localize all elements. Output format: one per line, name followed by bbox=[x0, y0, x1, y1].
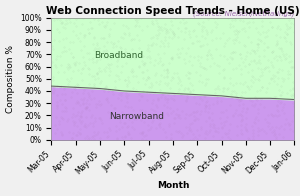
Title: Web Connection Speed Trends - Home (US): Web Connection Speed Trends - Home (US) bbox=[46, 5, 300, 15]
Text: Broadband: Broadband bbox=[94, 51, 143, 60]
Text: (Source: Nielsen/NetRatings): (Source: Nielsen/NetRatings) bbox=[193, 10, 294, 16]
Text: Narrowband: Narrowband bbox=[109, 112, 164, 121]
Y-axis label: Composition %: Composition % bbox=[6, 45, 15, 113]
X-axis label: Month: Month bbox=[157, 181, 189, 191]
